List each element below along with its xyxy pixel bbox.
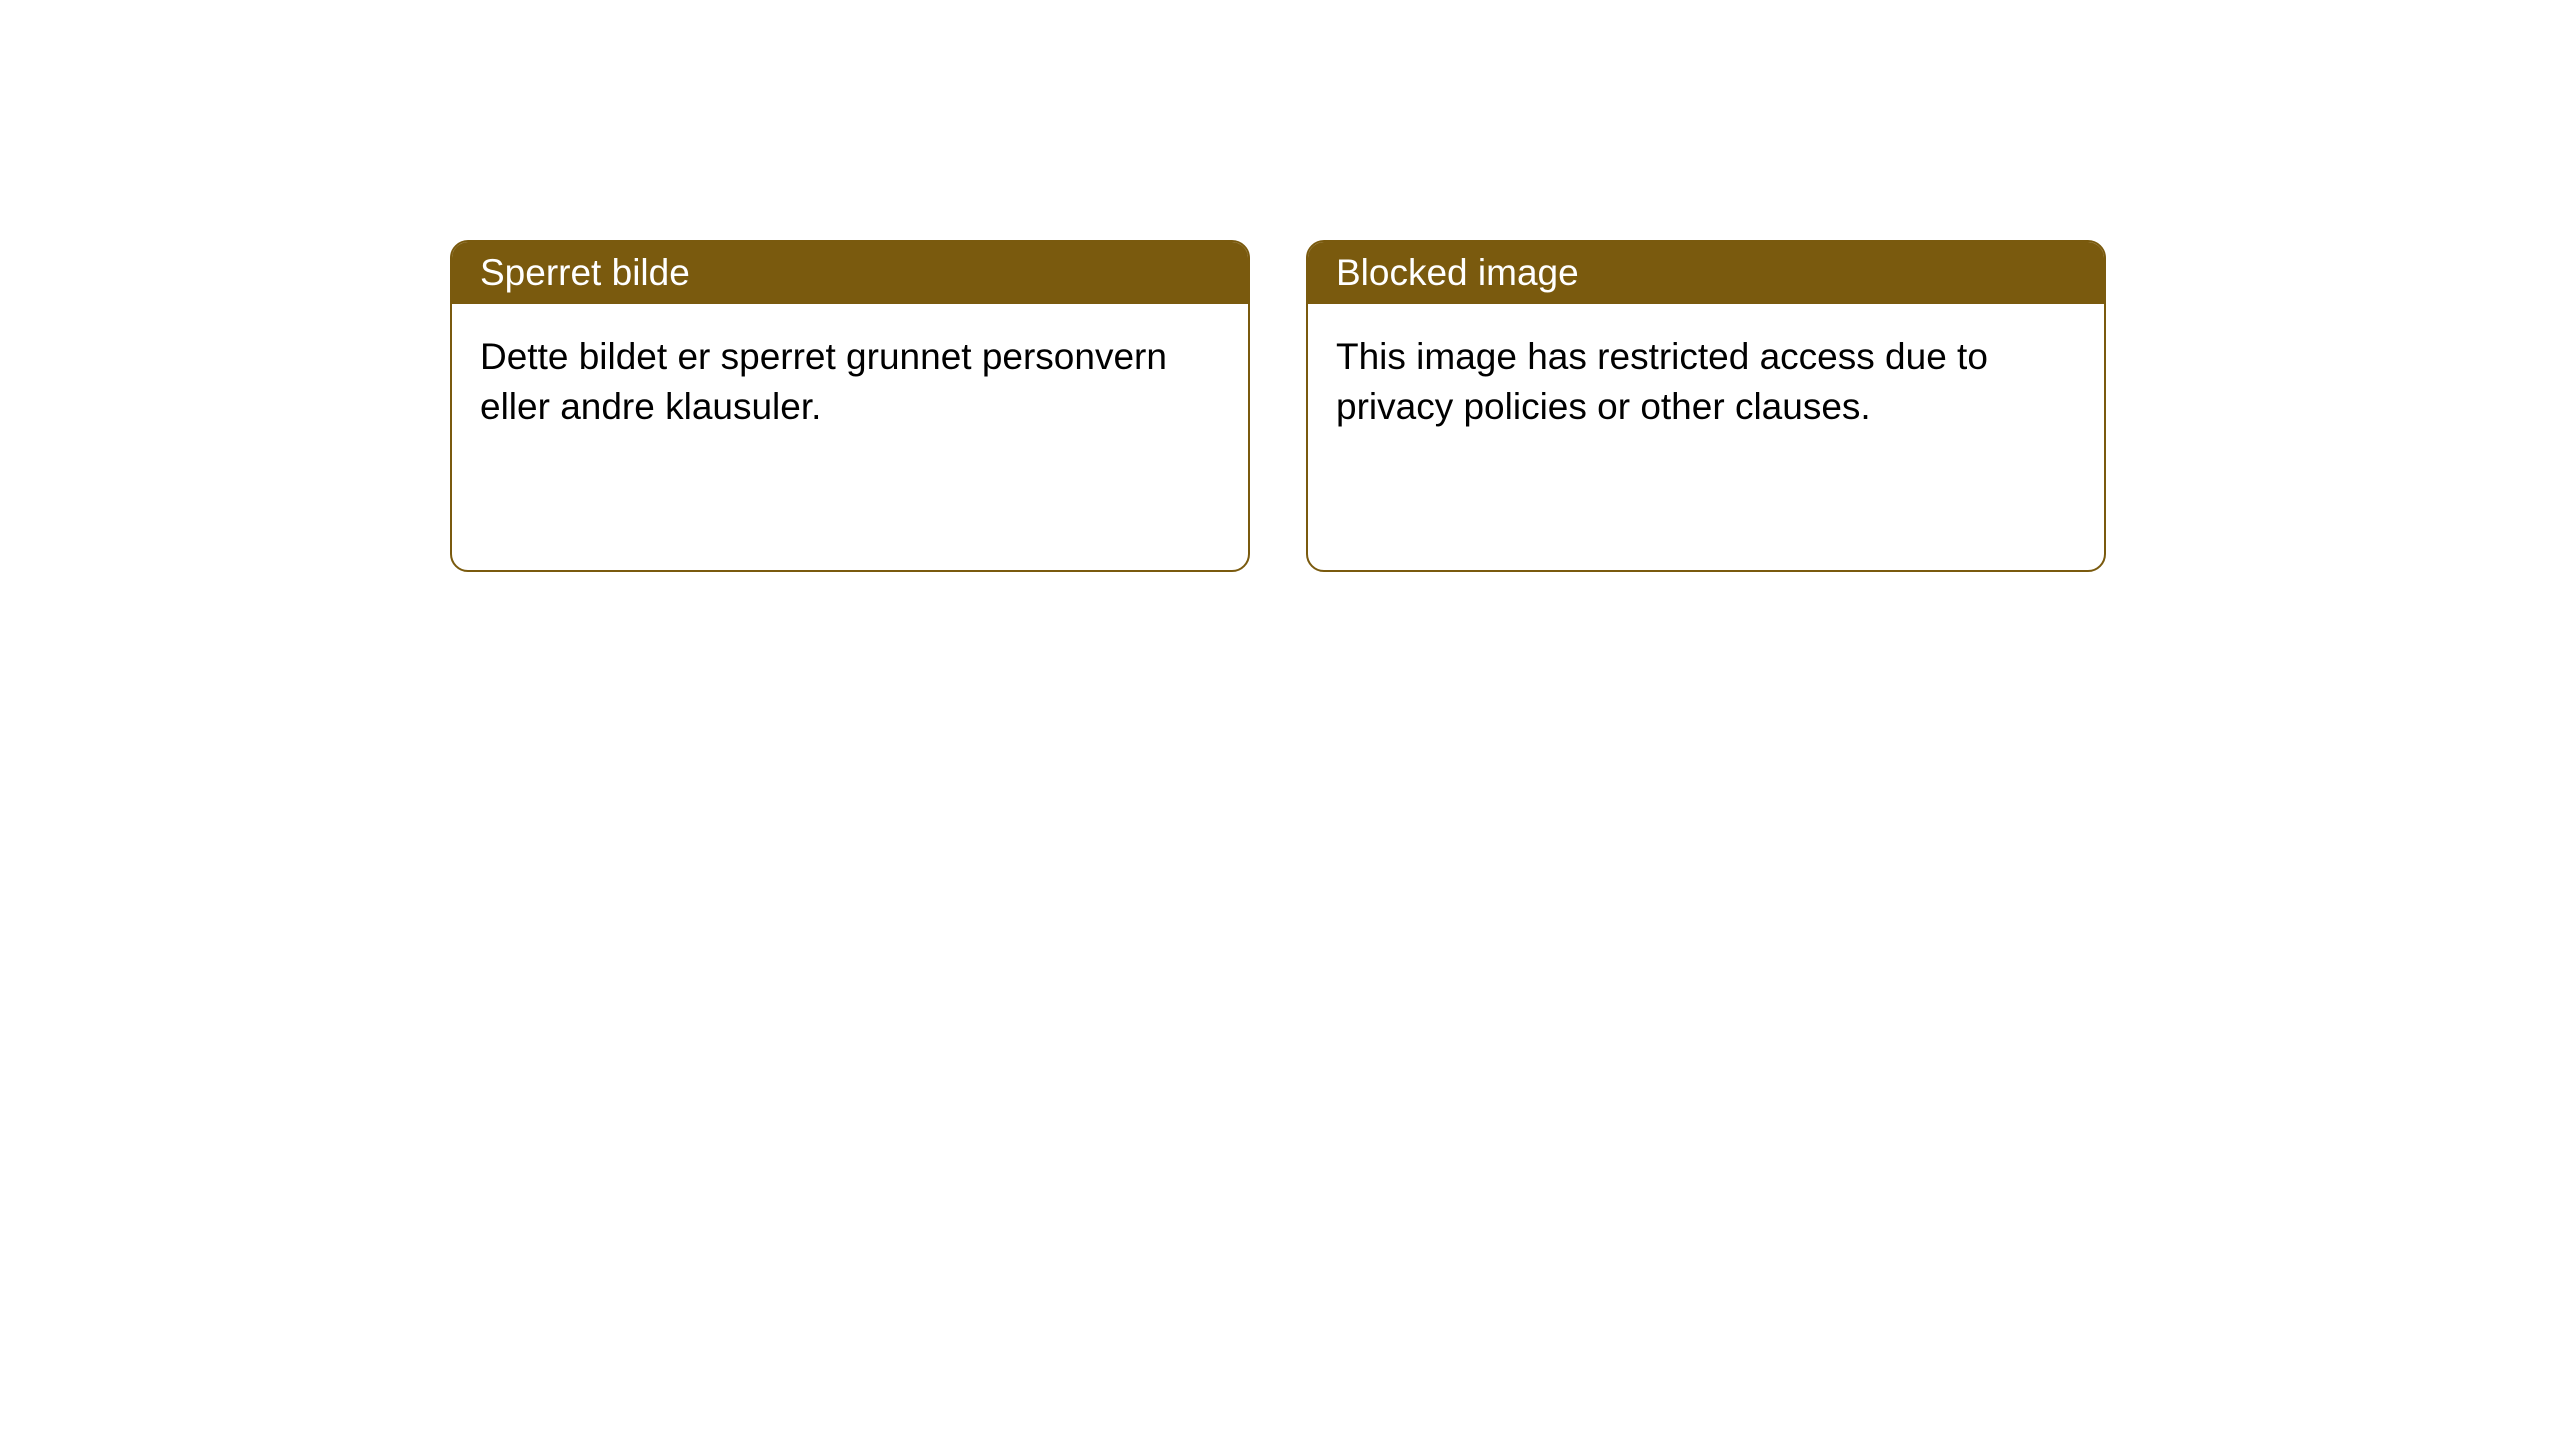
notice-card-english: Blocked image This image has restricted … <box>1306 240 2106 572</box>
notice-body-english: This image has restricted access due to … <box>1308 304 2104 460</box>
notice-title-english: Blocked image <box>1308 242 2104 304</box>
notice-body-norwegian: Dette bildet er sperret grunnet personve… <box>452 304 1248 460</box>
notice-card-norwegian: Sperret bilde Dette bildet er sperret gr… <box>450 240 1250 572</box>
notice-title-norwegian: Sperret bilde <box>452 242 1248 304</box>
notice-container: Sperret bilde Dette bildet er sperret gr… <box>0 0 2560 572</box>
